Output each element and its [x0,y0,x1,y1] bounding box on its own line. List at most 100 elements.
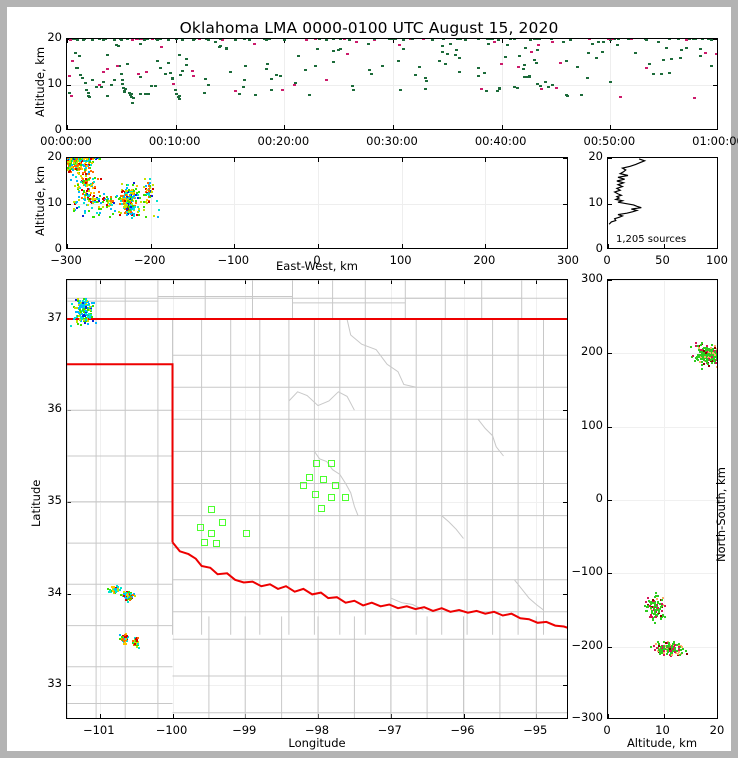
data-point [645,609,648,612]
east-west-panel[interactable] [66,157,568,249]
data-point [80,167,83,170]
data-point [119,73,123,76]
data-point [133,191,136,194]
data-point [150,84,154,87]
data-point [118,39,122,41]
data-point [660,616,663,619]
data-point [678,650,681,653]
data-point [707,357,710,360]
data-point [715,356,717,359]
data-point [228,70,232,73]
data-point [666,647,669,650]
data-point [704,357,706,360]
data-point [67,167,69,169]
data-point [123,590,126,593]
data-point [82,313,85,316]
data-point [268,39,271,41]
data-point [85,318,88,321]
data-point [137,644,140,647]
tick-label: 00:30:00 [366,134,418,148]
data-point [431,39,435,41]
data-point [610,39,614,41]
data-point [655,597,658,600]
data-point [700,342,703,345]
data-point [80,317,82,320]
data-point [78,169,81,172]
data-point [76,160,79,163]
tick-label: 20 [588,149,603,163]
data-point [136,39,139,41]
data-point [73,164,76,167]
data-point [71,166,74,168]
data-point [86,165,89,168]
data-point [112,587,115,590]
data-point [681,647,684,650]
data-point [102,199,105,202]
data-point [89,191,92,194]
plan-view-map-panel[interactable] [66,279,568,719]
data-point [694,345,697,348]
data-point [701,357,704,360]
data-point [85,88,89,91]
data-point [97,39,101,41]
data-point [666,649,668,652]
data-point [693,360,696,363]
data-point [90,207,93,209]
data-point [658,652,661,655]
data-point [108,205,111,208]
data-point [94,186,97,188]
data-point [144,216,147,218]
data-point [280,88,284,91]
data-point [699,343,702,346]
data-point [109,590,112,593]
lma-station-marker [320,476,328,484]
data-point [128,595,131,597]
data-point [80,180,82,183]
data-point [92,171,95,174]
data-point [110,201,113,204]
data-point [339,48,342,51]
data-point [84,301,87,304]
data-point [681,651,684,654]
data-point [122,86,125,89]
data-point [125,599,128,602]
data-point [492,40,496,43]
data-point [651,605,654,608]
data-point [662,648,665,650]
data-point [143,205,146,208]
data-point [95,322,97,325]
data-point [715,352,717,355]
data-point [221,39,225,41]
data-point [67,160,69,163]
north-south-panel[interactable] [607,279,718,719]
data-point [651,617,654,620]
data-point [661,604,664,607]
data-point [397,59,401,62]
data-point [699,54,703,57]
data-point [678,649,681,652]
data-point [120,212,123,215]
time-height-panel[interactable] [66,38,718,130]
data-point [136,185,138,188]
data-point [348,39,351,41]
data-point [707,362,709,365]
data-point [72,173,75,176]
data-point [148,183,150,186]
data-point [77,185,80,188]
data-point [661,646,664,649]
altitude-histogram-panel[interactable] [607,157,718,249]
data-point [128,197,131,199]
data-point [87,306,90,309]
data-point [219,39,223,41]
data-point [712,356,715,359]
data-point [687,39,691,41]
data-point [485,89,489,92]
data-point [705,349,708,352]
data-point [697,346,700,349]
data-point [554,86,558,89]
data-point [92,195,95,198]
data-point [90,158,93,160]
data-point [224,47,228,50]
data-point [692,96,696,99]
data-point [126,187,129,190]
